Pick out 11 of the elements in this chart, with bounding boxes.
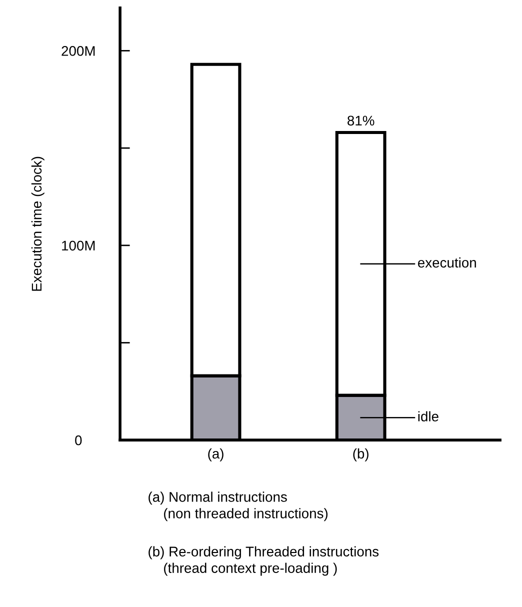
y-tick-label: 100M [62,240,95,251]
text: (b) Re-ordering Threaded instructions (thread context pre-loading ) [148,546,379,576]
legend-label: idle [418,411,438,422]
x-tick-label: (a) [208,448,224,462]
x-tick-label: (b) [353,448,368,462]
legend-label: execution [418,257,476,268]
y-axis-title: Execution time (clock) [31,156,44,291]
y-tick-label: 200M [62,46,95,56]
text: (a) Normal instructions (non threaded instructions) [148,492,328,522]
annotation: 81% [348,116,374,126]
y-tick-label: 0 [75,435,82,446]
